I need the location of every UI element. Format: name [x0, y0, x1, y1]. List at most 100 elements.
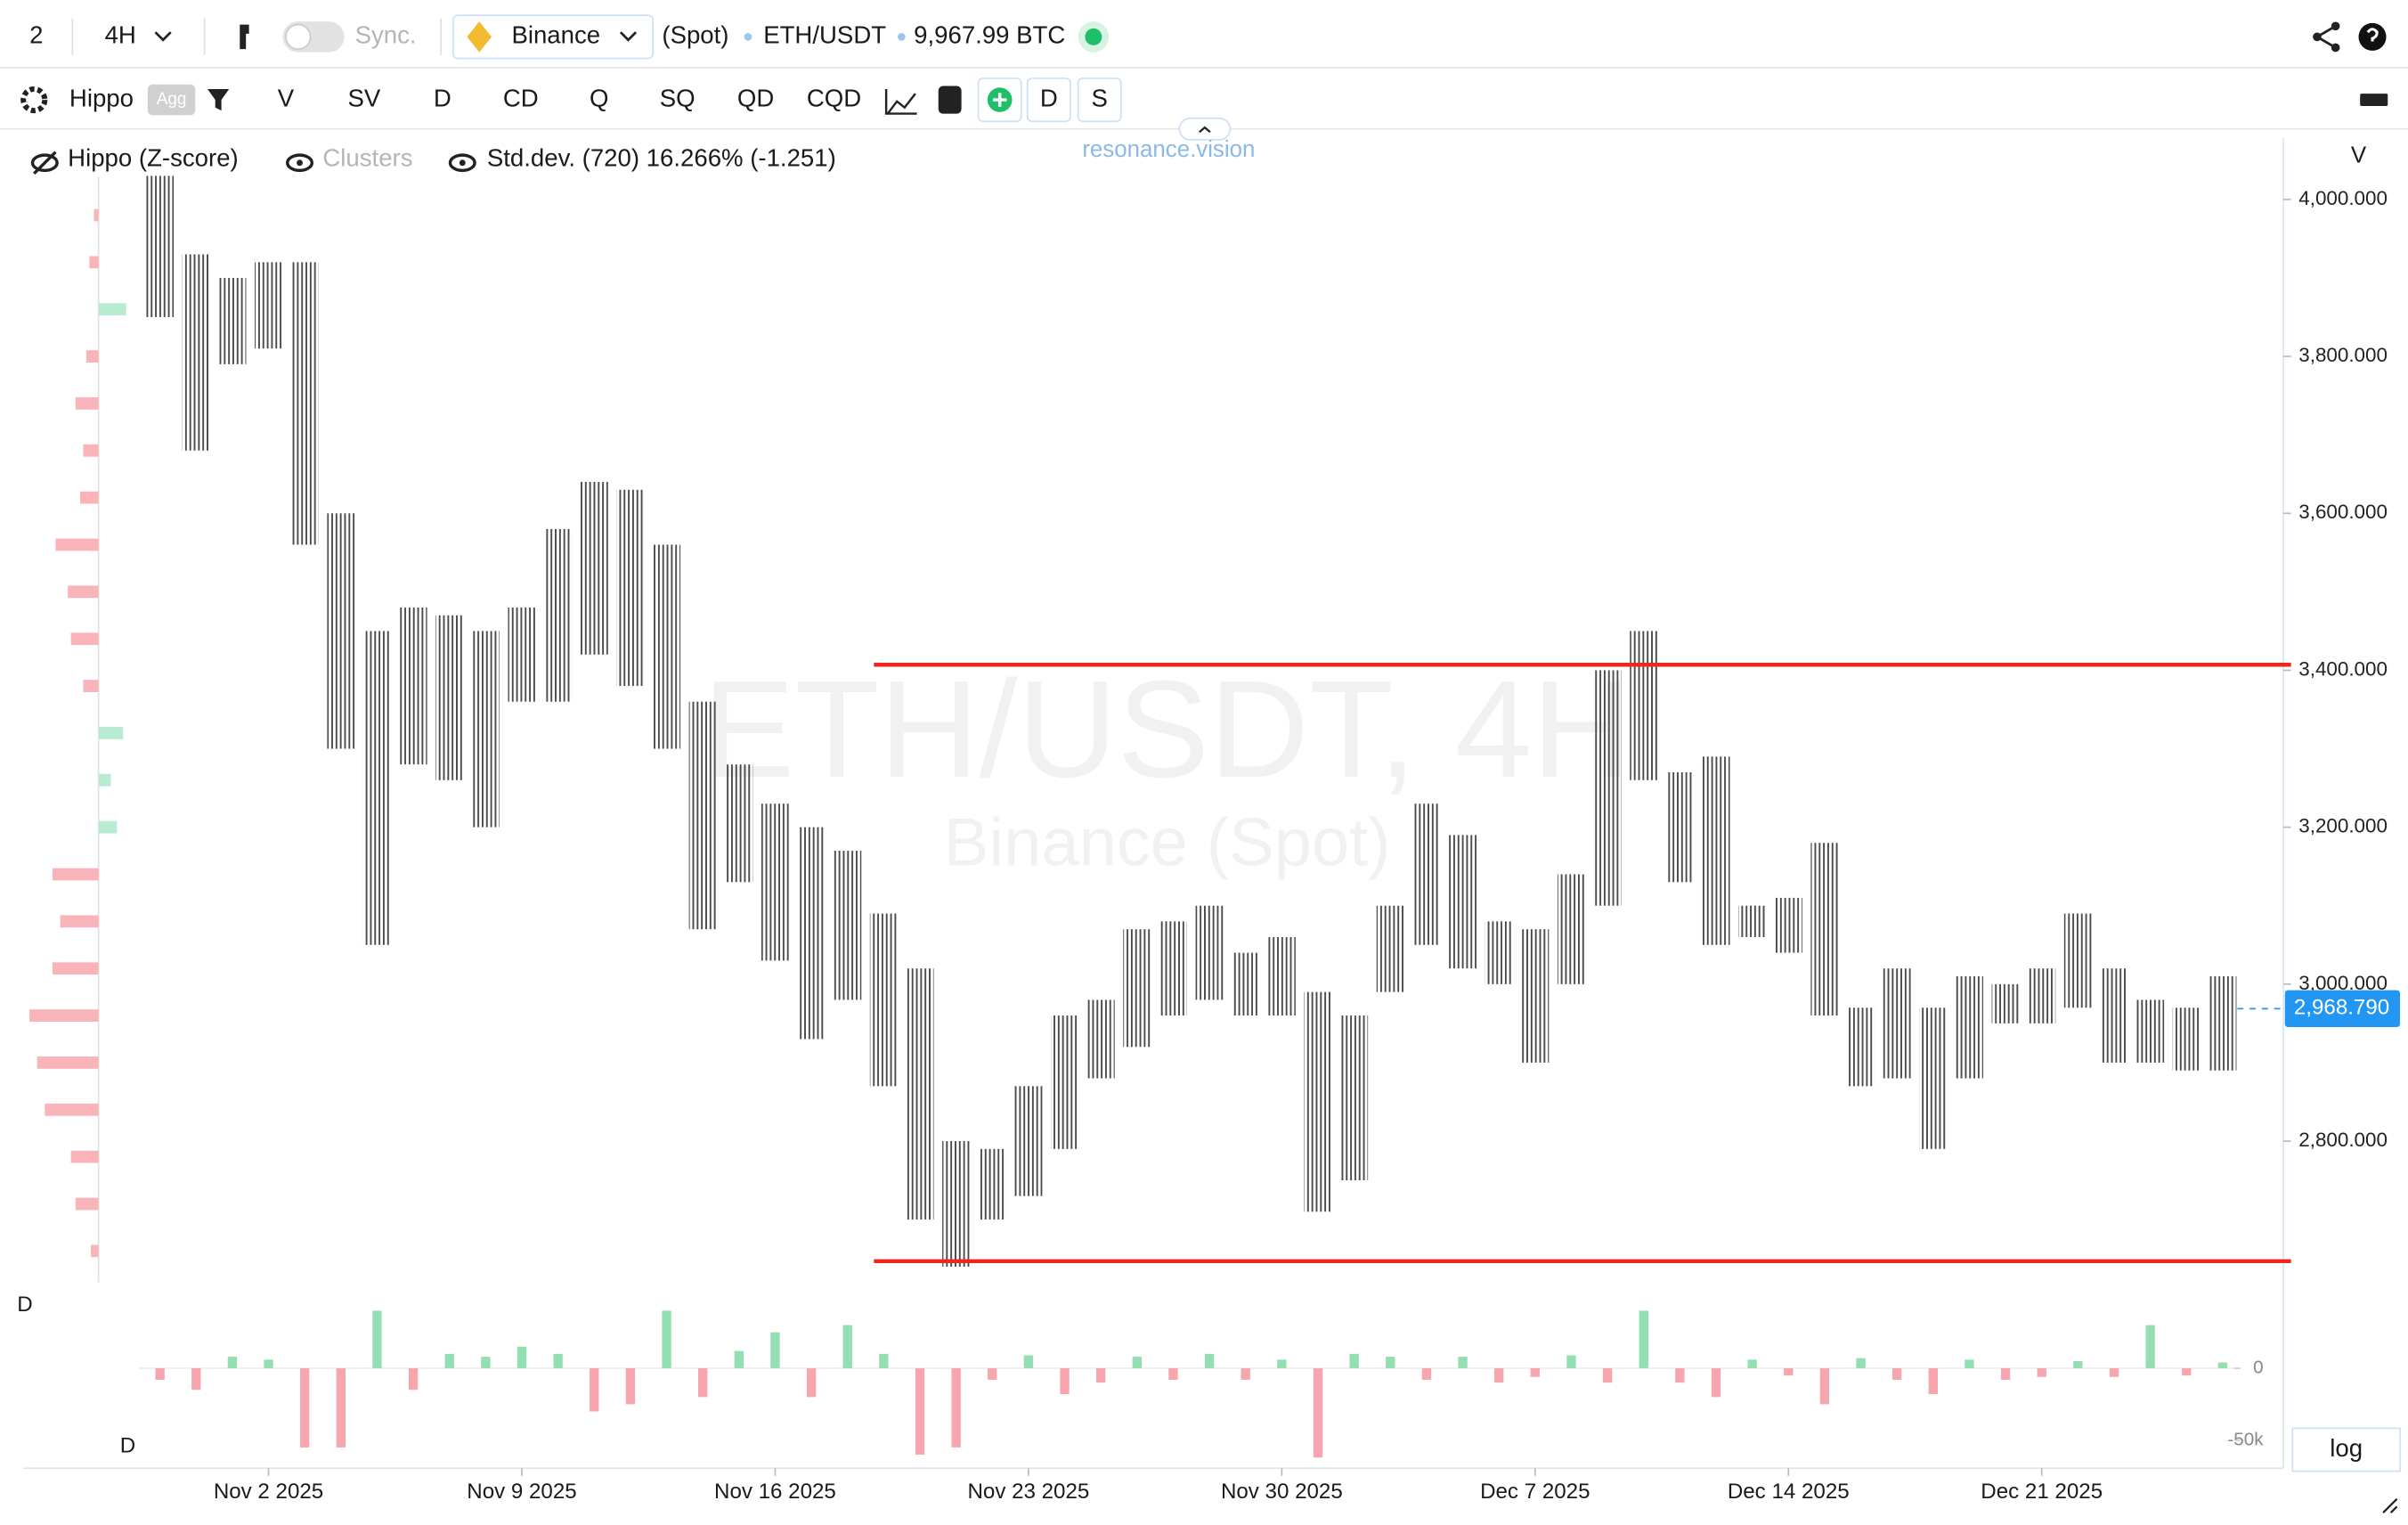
toggle-label[interactable]: S: [1092, 84, 1108, 111]
price-range-bar: [1919, 1007, 1948, 1149]
profile-bar: [60, 915, 99, 928]
collapse-button[interactable]: [1178, 117, 1232, 141]
profile-bar: [98, 773, 111, 787]
eye-icon[interactable]: [448, 153, 476, 173]
market: (Spot): [662, 21, 728, 49]
profile-bar: [98, 727, 124, 739]
legend-item[interactable]: Std.dev. (720) 16.266% (-1.251): [487, 144, 836, 172]
watermark-subtitle: Binance (Spot): [944, 805, 1391, 881]
hidden-icon[interactable]: [30, 151, 59, 175]
exchange[interactable]: Binance: [511, 21, 600, 49]
icon[interactable]: [240, 24, 249, 50]
price-range-bar: [1123, 929, 1151, 1048]
delta-bar: [770, 1332, 780, 1369]
help-icon[interactable]: [2358, 22, 2387, 51]
delta-bar: [372, 1310, 382, 1369]
delta-bar: [517, 1346, 527, 1369]
indicator-button[interactable]: Q: [590, 84, 608, 111]
toggle-button[interactable]: [1077, 77, 1122, 123]
delta-bar: [444, 1353, 454, 1369]
delta-bar: [155, 1368, 165, 1380]
scale-label[interactable]: log: [2330, 1434, 2363, 1462]
timeframe[interactable]: 4H: [105, 21, 136, 49]
profile-bar: [45, 1103, 99, 1116]
toggle-label[interactable]: D: [1040, 84, 1058, 111]
indicator-button[interactable]: CD: [503, 84, 539, 111]
sync-label[interactable]: Sync.: [355, 21, 417, 49]
scale-button[interactable]: [2291, 1427, 2401, 1472]
add-glyph: [992, 93, 1007, 107]
profile-bar: [52, 868, 99, 881]
delta-bar: [1458, 1357, 1468, 1369]
resize-handle[interactable]: [2382, 1497, 2398, 1513]
price-badge: [2284, 990, 2401, 1028]
site-link[interactable]: resonance.vision: [1082, 137, 1255, 162]
settings-icon[interactable]: [20, 86, 48, 114]
legend-item[interactable]: Hippo (Z-score): [68, 144, 239, 172]
price-range-bar: [182, 254, 210, 451]
indicator-button[interactable]: QD: [737, 84, 774, 111]
profile-bar: [52, 962, 99, 975]
indicator-button[interactable]: CQD: [807, 84, 861, 111]
profile-bar: [98, 820, 118, 834]
indicator-button[interactable]: V: [278, 84, 295, 111]
price-range-bar: [906, 968, 934, 1220]
price-range-bar: [2136, 999, 2165, 1063]
price-range-bar: [725, 764, 753, 883]
price-range-bar: [580, 482, 608, 655]
price-range-bar: [1883, 968, 1911, 1079]
price-range-bar: [471, 631, 500, 828]
y-tick-label: 3,200.000: [2298, 815, 2388, 837]
indicator-button[interactable]: SV: [348, 84, 381, 111]
price-range-bar: [1593, 670, 1622, 906]
exchange-select[interactable]: [452, 14, 654, 60]
indicator-name[interactable]: Hippo: [69, 84, 134, 111]
ruler-icon[interactable]: [2360, 94, 2388, 106]
dot: [744, 33, 752, 41]
y-tick-label: 3,600.000: [2298, 501, 2388, 523]
profile-bar: [75, 1197, 99, 1211]
delta-bar: [1386, 1357, 1395, 1369]
price-range-bar: [1051, 1015, 1079, 1149]
delta-bar: [1060, 1368, 1070, 1395]
price-range-bar: [1955, 976, 1983, 1079]
delta-bar: [1566, 1355, 1576, 1369]
profile-bar: [68, 585, 99, 599]
price-range-bar: [1159, 921, 1187, 1016]
indicator-button[interactable]: D: [434, 84, 452, 111]
price-range-bar: [1847, 1007, 1875, 1087]
price-range-bar: [544, 528, 573, 702]
chart-icon[interactable]: [884, 88, 917, 115]
toggle-button[interactable]: [1026, 77, 1071, 123]
delta-bar: [1602, 1368, 1613, 1383]
filter-icon[interactable]: [207, 88, 230, 111]
indicator-bar: Hippo Agg V SV D CD Q SQ QD CQD D S: [20, 77, 2388, 123]
y-tick-label: 3,400.000: [2298, 657, 2388, 680]
delta-bar: [1856, 1358, 1866, 1369]
price-range-bar: [1521, 929, 1550, 1063]
delta-bar: [879, 1353, 889, 1369]
price-range-bar: [218, 277, 247, 364]
profile-bar: [91, 1244, 99, 1258]
indicator-button[interactable]: SQ: [660, 84, 696, 111]
legend-item[interactable]: Clusters: [322, 144, 412, 172]
delta-bar: [1965, 1359, 1974, 1369]
doc-icon[interactable]: [938, 86, 962, 114]
price-range-bar: [1665, 771, 1694, 883]
price-range-bar: [1232, 952, 1260, 1016]
price-range-bar: [616, 489, 645, 687]
eye-icon[interactable]: [286, 153, 314, 173]
y-tick-label: 0: [2253, 1358, 2264, 1378]
share-icon[interactable]: [2313, 21, 2340, 53]
delta-bar: [2182, 1368, 2192, 1376]
delta-bar: [1204, 1353, 1215, 1369]
price-range-bar: [1340, 1015, 1369, 1181]
delta-bar: [1241, 1368, 1250, 1380]
x-tick-label: Dec 7 2025: [1480, 1480, 1590, 1504]
layout[interactable]: 2: [29, 21, 43, 49]
price-range-bar: [1630, 631, 1658, 780]
x-tick-label: Nov 9 2025: [467, 1480, 576, 1504]
profile-bar: [55, 538, 99, 551]
delta-bar: [1313, 1368, 1323, 1458]
delta-bar: [1349, 1353, 1359, 1369]
